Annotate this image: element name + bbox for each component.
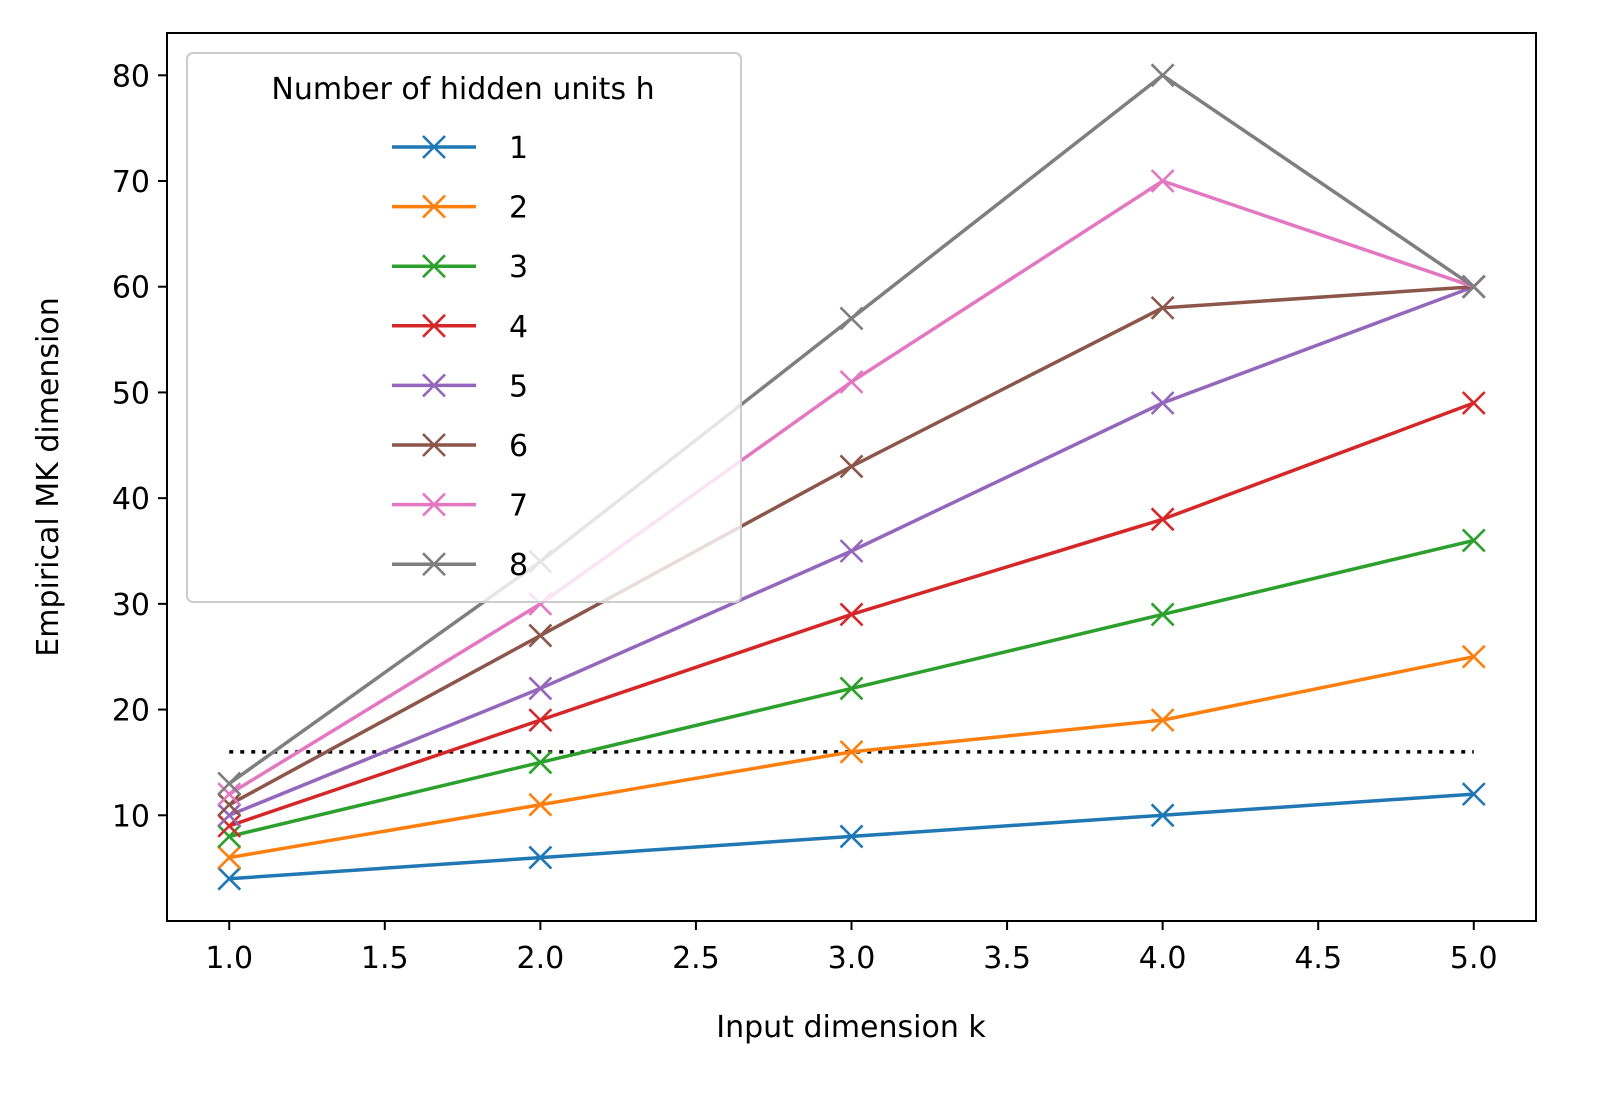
data-point-4-4 [1150, 507, 1175, 532]
legend-label-7: 7 [509, 489, 528, 524]
legend: Number of hidden units h 1 2 3 4 5 6 7 8 [186, 52, 742, 603]
y-tick-label: 40 [112, 482, 150, 517]
data-point-4-1 [217, 813, 242, 838]
legend-marker-4 [422, 313, 446, 338]
data-point-7-3 [839, 369, 864, 394]
x-tick-label: 2.5 [672, 941, 720, 976]
data-point-6-4 [1150, 295, 1175, 320]
legend-title: Number of hidden units h [271, 72, 654, 107]
legend-label-8: 8 [509, 548, 528, 583]
y-axis: 10 20 30 40 50 60 70 80 [112, 59, 167, 834]
data-point-8-1 [217, 771, 242, 796]
data-point-5-2 [528, 676, 553, 701]
x-axis: 1.0 1.5 2.0 2.5 3.0 3.5 4.0 4.5 5.0 [205, 921, 1498, 976]
x-tick-label: 4.0 [1139, 941, 1187, 976]
series-2 [217, 644, 1486, 870]
legend-marker-6 [422, 433, 446, 457]
data-point-6-1 [217, 792, 242, 817]
legend-item-3: 3 [392, 250, 528, 285]
y-tick-label: 50 [112, 376, 150, 411]
data-point-7-4 [1150, 169, 1175, 193]
y-tick-label: 10 [112, 799, 150, 834]
legend-marker-3 [422, 254, 446, 279]
x-tick-label: 3.0 [828, 941, 876, 976]
data-point-2-3 [839, 739, 864, 764]
x-tick-label: 1.0 [205, 941, 253, 976]
legend-marker-7 [422, 492, 446, 517]
data-point-3-1 [217, 824, 242, 849]
legend-label-2: 2 [509, 191, 528, 226]
legend-marker-2 [422, 194, 446, 219]
legend-marker-1 [422, 135, 446, 159]
data-point-1-3 [839, 824, 864, 849]
data-point-3-4 [1150, 602, 1175, 627]
legend-item-8: 8 [392, 548, 528, 583]
data-point-2-4 [1150, 708, 1175, 733]
x-tick-label: 3.5 [983, 941, 1031, 976]
data-point-5-3 [839, 539, 864, 563]
legend-item-7: 7 [392, 489, 528, 524]
data-point-6-2 [528, 623, 553, 648]
data-point-3-3 [839, 676, 864, 701]
legend-item-5: 5 [392, 369, 528, 404]
data-point-8-3 [839, 306, 864, 331]
legend-marker-8 [422, 552, 446, 577]
data-point-1-4 [1150, 803, 1175, 828]
y-tick-label: 70 [112, 165, 150, 200]
data-point-4-2 [528, 708, 553, 733]
data-point-1-1 [217, 866, 242, 891]
y-tick-label: 20 [112, 694, 150, 729]
data-point-6-3 [839, 454, 864, 479]
x-tick-label: 2.0 [517, 941, 565, 976]
series-4 [217, 391, 1486, 838]
legend-item-4: 4 [392, 310, 528, 345]
x-axis-label: Input dimension k [716, 1010, 986, 1045]
legend-items: 1 2 3 4 5 6 7 8 [392, 131, 528, 583]
y-tick-label: 60 [112, 271, 150, 306]
legend-label-5: 5 [509, 369, 528, 404]
data-point-7-1 [217, 782, 242, 807]
legend-label-3: 3 [509, 250, 528, 285]
series-1 [217, 782, 1486, 891]
legend-item-6: 6 [392, 429, 528, 464]
data-point-2-1 [217, 845, 242, 870]
legend-marker-5 [422, 373, 446, 398]
y-axis-label: Empirical MK dimension [31, 297, 66, 656]
y-tick-label: 80 [112, 59, 150, 94]
data-point-4-5 [1461, 391, 1486, 415]
data-point-1-2 [528, 845, 553, 870]
data-point-4-3 [839, 602, 864, 627]
series-3 [217, 528, 1486, 849]
legend-item-2: 2 [392, 191, 528, 226]
x-tick-label: 5.0 [1450, 941, 1498, 976]
data-point-3-2 [528, 750, 553, 775]
data-point-1-5 [1461, 782, 1486, 807]
data-point-5-4 [1150, 391, 1175, 415]
data-point-2-5 [1461, 644, 1486, 669]
y-tick-label: 30 [112, 588, 150, 623]
data-point-3-5 [1461, 528, 1486, 553]
legend-label-6: 6 [509, 429, 528, 464]
x-tick-label: 4.5 [1294, 941, 1342, 976]
plot-area [217, 63, 1486, 891]
data-point-8-5 [1461, 274, 1486, 299]
data-point-8-4 [1150, 63, 1175, 88]
legend-label-4: 4 [509, 310, 528, 345]
x-tick-label: 1.5 [361, 941, 409, 976]
legend-item-1: 1 [392, 131, 528, 166]
data-point-5-1 [217, 803, 242, 828]
legend-label-1: 1 [509, 131, 528, 166]
data-point-2-2 [528, 792, 553, 817]
